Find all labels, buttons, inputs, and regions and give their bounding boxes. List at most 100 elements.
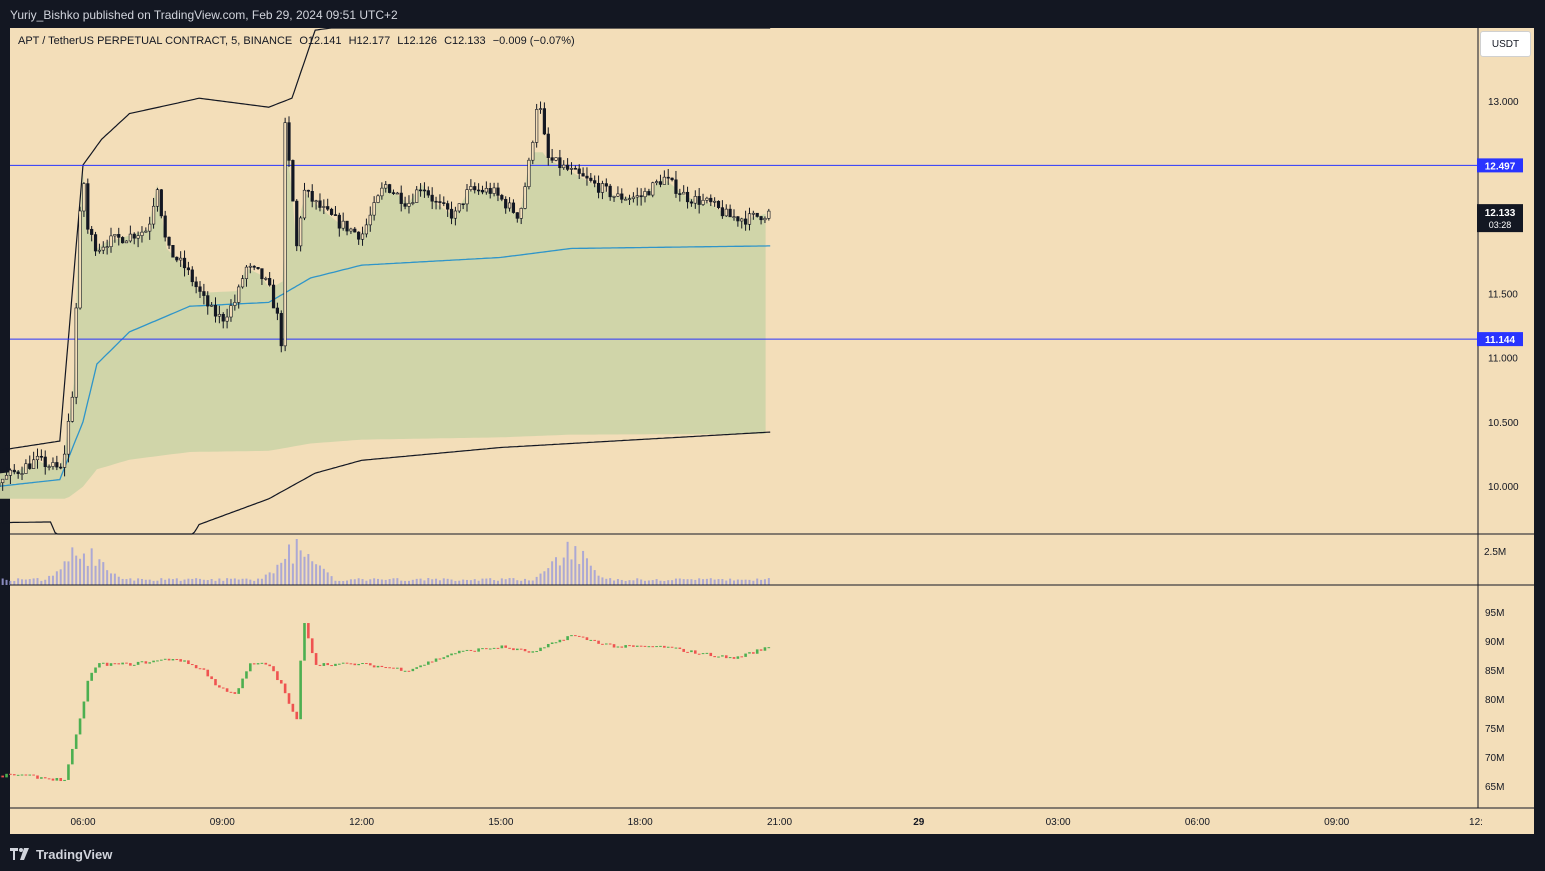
open-interest-candle [268,664,271,667]
price-candle-body [488,188,492,194]
price-candle-body [39,455,43,458]
volume-bar [504,579,507,585]
price-candle-body [736,216,740,222]
open-interest-candle [376,665,380,668]
price-candle-body [202,291,206,296]
volume-bar [640,579,643,585]
volume-bar [133,580,136,585]
volume-bar [512,578,515,585]
open-interest-candle [450,653,453,656]
volume-bar [473,579,476,585]
price-candle-body [306,189,310,192]
volume-bar [59,569,62,585]
volume-bar [655,579,658,585]
price-candle-body [368,214,372,226]
volume-bar [717,579,720,585]
price-candle-body [616,193,620,197]
volume-bar [427,578,430,585]
price-candle-body [82,183,86,212]
volume-bar [555,557,558,585]
volume-bar [651,580,654,585]
price-candle-body [388,184,392,193]
price-candle-body [527,159,531,187]
price-candle-body [136,235,140,239]
price-candle-body [360,233,365,240]
open-interest-candle [647,646,651,648]
price-candle-body [252,265,256,268]
open-interest-candle [237,688,241,694]
volume-bar [253,580,256,585]
vwap-line [0,245,771,487]
volume-bar [229,578,232,585]
price-candle-body [763,218,767,221]
open-interest-candle [221,687,225,689]
volume-bar [411,579,414,585]
price-candle-body [426,190,430,196]
price-candle-body [531,142,535,161]
price-candle-body [268,278,272,286]
price-candle-body [415,189,419,203]
time-tick-label: 03:00 [1046,817,1071,828]
open-interest-candle [666,646,670,648]
volume-bar [593,570,596,585]
open-interest-candle [616,646,620,648]
open-interest-candle [566,636,569,641]
open-interest-candle [101,662,105,664]
price-candle-body [705,197,709,201]
open-interest-candle [260,662,264,664]
price-candle-body [461,203,465,206]
price-candle-body [364,224,368,235]
upper-band-line [0,27,771,451]
open-interest-candle [264,662,268,665]
price-candle-body [101,246,105,251]
price-candle-body [631,196,635,199]
price-candle-body [747,213,752,225]
tradingview-logo[interactable]: TradingView [10,846,112,862]
volume-bar [663,580,666,585]
price-candle-body [345,220,349,232]
volume-bar [736,579,739,585]
open-interest-candle [113,663,117,665]
price-candle-body [74,307,78,398]
volume-bar [233,578,236,585]
open-interest-candle [678,647,682,649]
currency-unit-button[interactable]: USDT [1480,31,1531,57]
volume-bar [709,578,712,585]
price-candle-body [349,228,353,232]
price-candle-body [407,203,411,207]
open-interest-candle [682,648,685,652]
open-interest-candle [28,774,32,776]
open-interest-candle [396,667,399,669]
price-candle-body [8,469,13,476]
open-interest-candle [411,668,415,672]
open-interest-candle [543,647,546,649]
open-interest-candle [500,645,504,649]
price-candle-body [380,187,384,197]
price-candle-body [121,237,125,244]
price-candle-body [418,189,423,192]
volume-bar [137,578,140,585]
price-candle-body [457,203,461,212]
price-candle-body [724,208,728,217]
volume-bar [543,571,546,585]
open-interest-candle [767,647,771,649]
open-interest-candle [380,665,384,668]
price-candle-body [333,214,338,216]
open-interest-candle [632,645,635,647]
price-candle-body [291,160,295,202]
price-candle-body [357,231,361,240]
open-interest-candle [593,639,596,641]
volume-bar [334,580,337,585]
open-interest-candle [585,637,589,641]
footer: TradingView [0,836,1545,871]
open-interest-candle [163,658,167,660]
open-interest-candle [651,646,655,648]
volume-bar [636,578,639,585]
price-candle-body [182,257,187,269]
price-candle-body [596,182,601,193]
volume-bar [349,579,352,585]
volume-bar [257,578,260,585]
price-candle-body [643,191,647,198]
volume-bar [442,578,445,585]
